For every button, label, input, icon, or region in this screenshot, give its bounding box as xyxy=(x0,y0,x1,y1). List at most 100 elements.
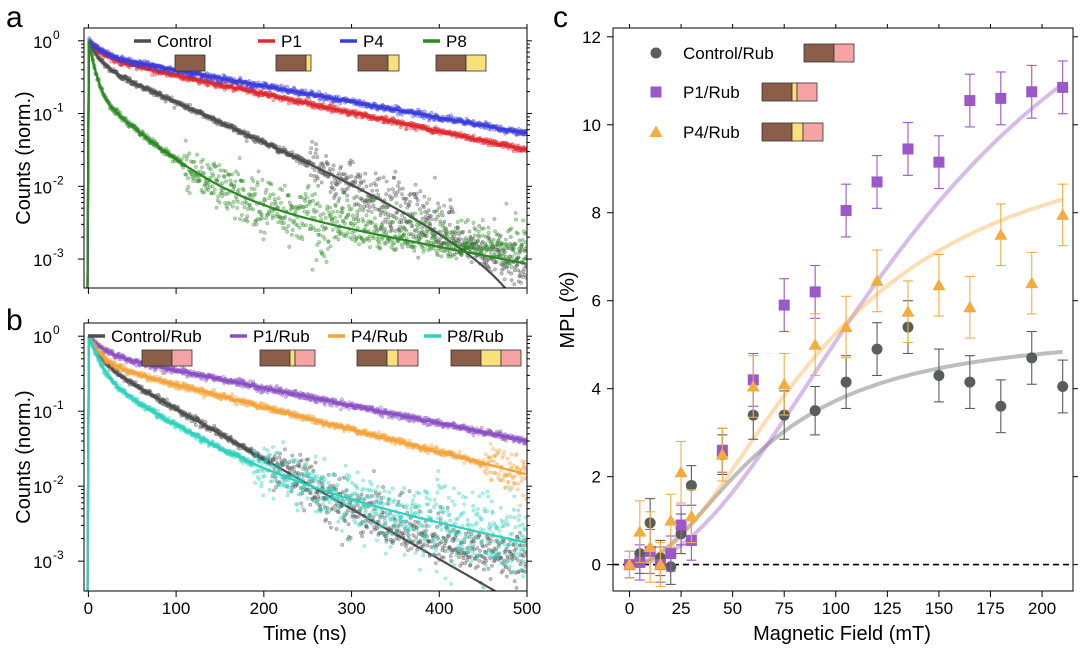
data-point xyxy=(271,192,276,197)
data-point xyxy=(490,247,495,251)
data-point xyxy=(205,162,210,167)
data-point xyxy=(511,246,516,251)
data-point xyxy=(436,552,441,557)
legend-label: P4 xyxy=(363,32,384,51)
data-point xyxy=(230,204,235,209)
data-point xyxy=(512,268,517,273)
data-point xyxy=(343,221,347,226)
data-point xyxy=(404,228,409,233)
data-point xyxy=(451,210,456,215)
data-point xyxy=(250,207,255,212)
data-point xyxy=(343,187,348,192)
data-point xyxy=(271,488,276,493)
data-point xyxy=(436,201,440,206)
data-point xyxy=(418,538,423,543)
data-point xyxy=(392,215,397,220)
device-stack-icon xyxy=(357,54,400,72)
data-point xyxy=(309,146,314,151)
data-point xyxy=(282,221,286,225)
data-point xyxy=(231,200,236,204)
data-point xyxy=(385,202,390,207)
data-point xyxy=(437,205,442,210)
data-point xyxy=(455,220,460,224)
data-point xyxy=(271,214,275,218)
data-point xyxy=(476,229,481,234)
data-point xyxy=(288,217,293,222)
data-point xyxy=(213,164,218,169)
data-point xyxy=(306,183,311,188)
data-point xyxy=(278,200,283,205)
data-point xyxy=(259,213,264,218)
data-point xyxy=(450,253,455,258)
data-point xyxy=(516,255,521,260)
data-point xyxy=(315,201,320,206)
data-point xyxy=(373,206,378,211)
data-point xyxy=(394,246,399,251)
data-point xyxy=(363,171,368,176)
data-point xyxy=(187,191,192,195)
data-point xyxy=(415,226,420,231)
data-point xyxy=(432,175,437,180)
data-point xyxy=(364,213,369,218)
data-point xyxy=(396,183,400,188)
data-point xyxy=(315,176,320,181)
data-point xyxy=(236,187,241,192)
device-stack-icon xyxy=(174,54,206,72)
data-point xyxy=(235,205,240,210)
data-point xyxy=(377,207,382,212)
data-point xyxy=(383,212,388,217)
data-point xyxy=(494,232,499,237)
data-point xyxy=(186,184,191,189)
device-stack-icon-layer-yellow xyxy=(387,54,400,72)
data-point xyxy=(521,267,526,271)
data-point xyxy=(429,217,434,222)
data-point xyxy=(399,220,404,225)
data-point xyxy=(424,234,429,239)
data-point xyxy=(364,525,369,530)
data-point xyxy=(308,150,313,155)
legend-label: P1 xyxy=(281,32,302,51)
data-point xyxy=(492,216,497,221)
y-tick-exponent: -2 xyxy=(53,173,64,187)
data-point xyxy=(400,245,405,250)
data-point xyxy=(412,248,417,253)
data-point xyxy=(406,244,411,249)
data-point xyxy=(503,237,508,242)
data-point xyxy=(421,205,426,209)
data-point xyxy=(413,211,418,216)
data-point xyxy=(195,152,200,157)
data-point xyxy=(493,229,497,234)
data-point xyxy=(359,196,364,201)
data-point xyxy=(353,179,358,184)
data-point xyxy=(318,213,323,218)
data-point xyxy=(471,133,476,138)
data-point xyxy=(381,205,386,210)
data-point xyxy=(211,173,216,178)
data-point xyxy=(330,227,335,232)
data-point xyxy=(383,217,388,222)
data-point xyxy=(369,209,374,214)
data-point xyxy=(298,452,303,457)
data-point xyxy=(273,457,278,462)
series-p8-points xyxy=(87,43,527,272)
data-point xyxy=(433,561,438,566)
data-point xyxy=(311,155,316,160)
device-stack-icon-layer-brown xyxy=(357,54,389,72)
data-point xyxy=(406,548,411,553)
data-point xyxy=(328,205,333,210)
data-point xyxy=(403,200,408,205)
data-point xyxy=(468,562,473,567)
decay-plot-b-data xyxy=(86,333,527,591)
data-point xyxy=(345,193,350,198)
data-point xyxy=(502,277,507,282)
data-point xyxy=(395,210,400,215)
data-point xyxy=(321,163,325,168)
data-point xyxy=(372,216,377,221)
data-point xyxy=(370,220,375,225)
data-point xyxy=(415,219,420,224)
data-point xyxy=(331,167,336,172)
data-point xyxy=(410,224,415,228)
data-point xyxy=(390,187,395,192)
